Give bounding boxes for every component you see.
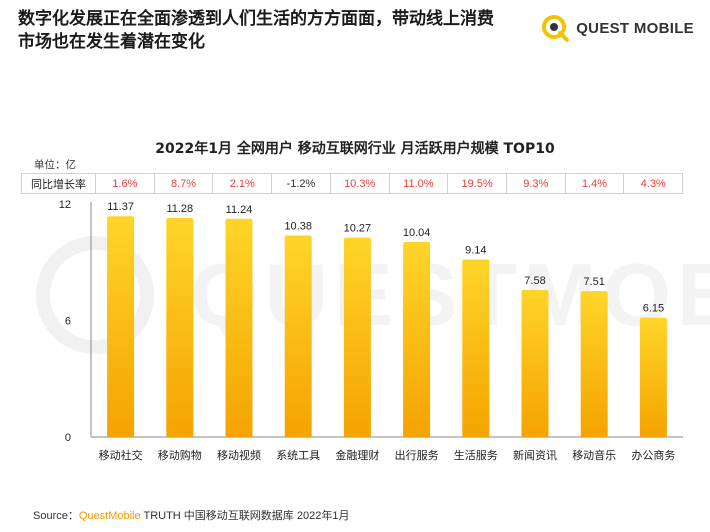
source-prefix: Source： [33, 510, 79, 522]
x-tick-label: 移动音乐 [572, 448, 616, 462]
growth-rate-cell: 10.3% [331, 174, 390, 193]
bar-value-label: 7.51 [583, 276, 604, 288]
bar [403, 242, 431, 437]
bar-value-label: 7.58 [524, 275, 545, 287]
bar [107, 216, 135, 437]
x-tick-label: 移动购物 [158, 448, 202, 462]
growth-rate-label: 同比增长率 [22, 174, 96, 193]
brand-name: QUEST MOBILE [576, 19, 694, 37]
questmobile-logo-icon [542, 15, 570, 42]
source-rest: TRUTH 中国移动互联网数据库 2022年1月 [140, 510, 350, 522]
growth-rate-cell: 1.6% [96, 174, 155, 193]
x-tick-label: 系统工具 [276, 449, 320, 462]
bar [225, 218, 253, 437]
growth-rate-cells: 1.6% 8.7% 2.1% -1.2% 10.3% 11.0% 19.5% 9.3% 1.4%… [96, 174, 682, 193]
watermark-logo-icon [36, 236, 154, 354]
unit-label: 单位：亿 [34, 159, 76, 171]
x-tick-label: 出行服务 [395, 448, 439, 462]
growth-rate-row: 同比增长率 1.6% 8.7% 2.1% -1.2% 10.3% 11.0% 19.5% 9.… [21, 173, 683, 194]
bar-value-label: 11.37 [107, 201, 134, 213]
bar-value-label: 10.27 [344, 223, 372, 235]
y-tick-label: 0 [65, 432, 71, 444]
bar-value-label: 9.14 [465, 245, 486, 257]
x-tick-label: 金融理财 [335, 448, 379, 462]
growth-rate-cell: 8.7% [155, 174, 214, 193]
bar [166, 217, 194, 437]
chart-title: 2022年1月 全网用户 移动互联网行业 月活跃用户规模 TOP10 [155, 141, 555, 157]
x-tick-label: 移动视频 [217, 448, 261, 462]
bar [580, 291, 608, 437]
growth-rate-cell: 4.3% [640, 177, 666, 190]
growth-rate-cell: 2.1% [213, 174, 273, 193]
x-tick-label: 办公商务 [631, 448, 675, 462]
source-brand: QuestMobile [78, 510, 141, 522]
growth-rate-cell: 1.4% [566, 174, 625, 193]
bar [521, 289, 549, 437]
growth-rate-cell: 19.5% [448, 174, 507, 193]
bar-value-label: 11.28 [166, 203, 193, 215]
x-tick-label: 移动社交 [99, 448, 143, 462]
growth-rate-cell: 11.0% [390, 174, 449, 193]
brand-logo: QUEST MOBILE [540, 10, 694, 46]
growth-rate-cell: -1.2% [272, 174, 331, 193]
x-tick-label: 新闻资讯 [513, 448, 557, 462]
source-note: Source：QuestMobile TRUTH 中国移动互联网数据库 2022… [33, 507, 349, 523]
bar [343, 237, 371, 437]
y-tick-label: 6 [65, 316, 71, 328]
headline: 数字化发展正在全面渗透到人们生活的方方面面，带动线上消费 市场也在发生着潜在变化 [18, 9, 494, 52]
bar [462, 259, 490, 437]
bar-value-label: 6.15 [643, 303, 664, 315]
bar [284, 235, 312, 437]
bar-value-label: 10.38 [284, 220, 312, 232]
growth-rate-cell: 9.3% [507, 174, 566, 193]
y-tick-label: 12 [59, 199, 71, 211]
bar-value-label: 11.24 [226, 204, 253, 216]
bar-value-label: 10.04 [403, 227, 431, 239]
bar [639, 317, 667, 437]
x-tick-label: 生活服务 [454, 448, 498, 462]
